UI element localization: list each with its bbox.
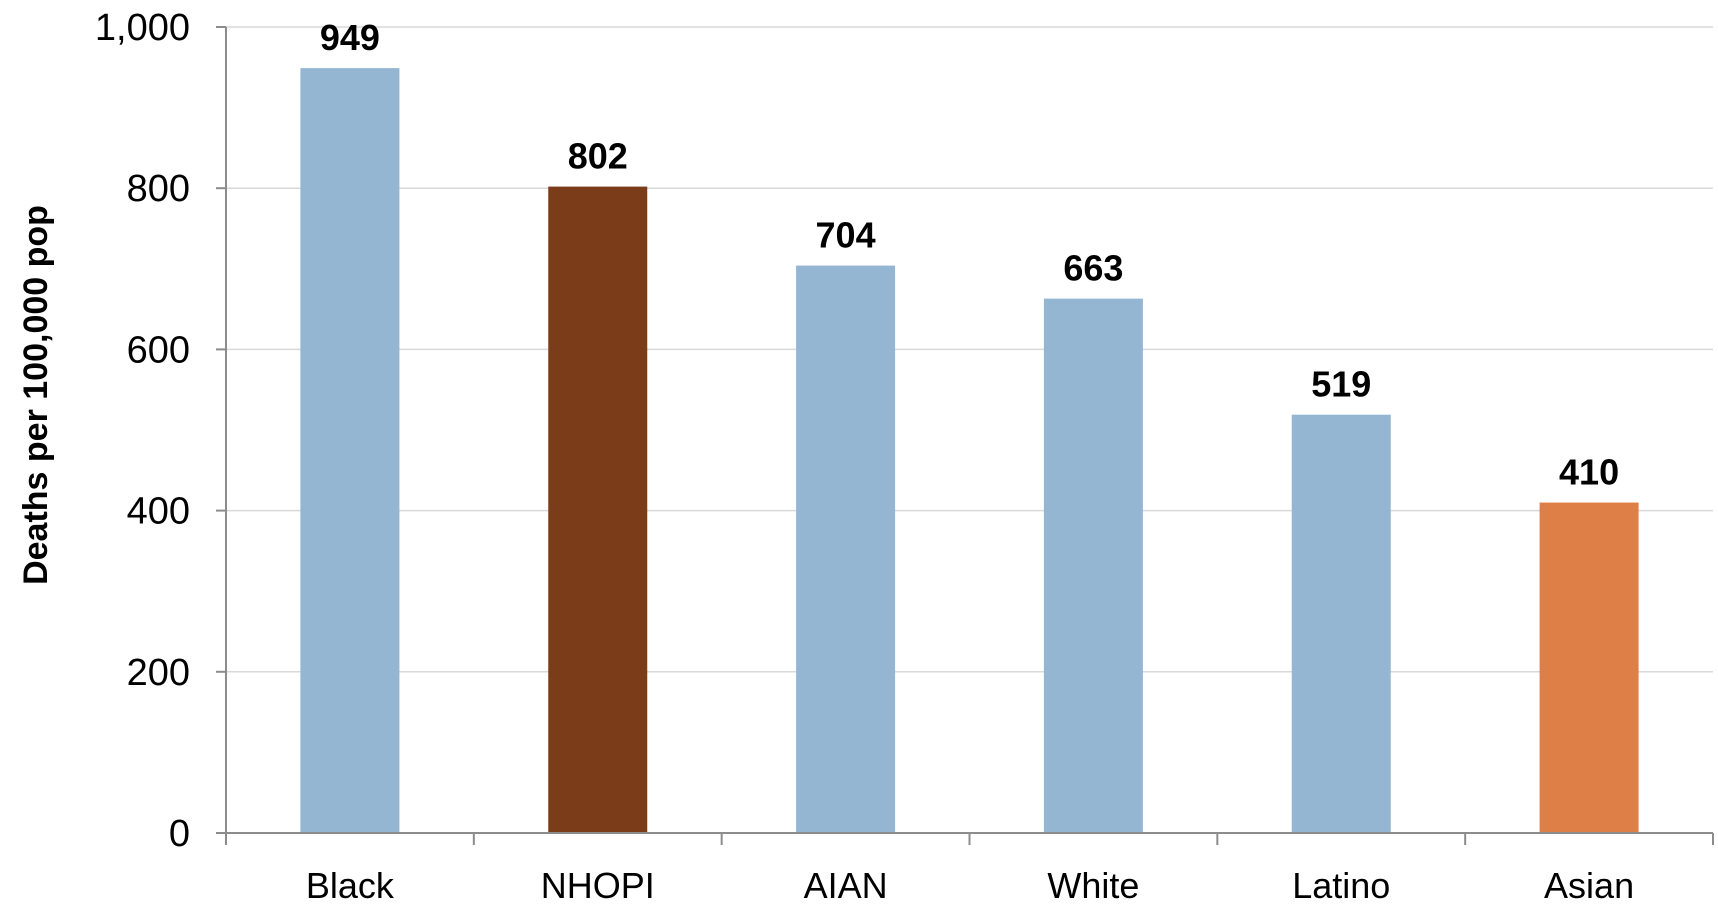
axes — [216, 26, 1714, 845]
bar-white — [1043, 298, 1143, 833]
data-label-asian: 410 — [1559, 452, 1619, 493]
y-tick-label: 1,000 — [95, 7, 190, 49]
y-tick-labels: 0 200 400 600 800 1,000 — [95, 7, 190, 855]
x-tick-label-latino: Latino — [1292, 865, 1390, 904]
x-tick-label-aian: AIAN — [804, 865, 888, 904]
bar-aian — [796, 265, 896, 833]
y-axis-title: Deaths per 100,000 pop — [17, 205, 55, 585]
y-tick-label: 400 — [127, 491, 190, 533]
bar-asian — [1539, 502, 1639, 833]
gridlines — [226, 26, 1713, 673]
x-tick-label-white: White — [1047, 865, 1139, 904]
bar-nhopi — [548, 186, 648, 833]
x-tick-label-black: Black — [306, 865, 395, 904]
y-tick-label: 200 — [127, 652, 190, 694]
x-tick-label-nhopi: NHOPI — [541, 865, 655, 904]
data-label-white: 663 — [1063, 248, 1123, 289]
y-tick-label: 600 — [127, 329, 190, 371]
y-tick-label: 800 — [127, 168, 190, 210]
data-label-aian: 704 — [816, 215, 876, 256]
x-tick-labels: Black NHOPI AIAN White Latino Asian — [306, 865, 1634, 904]
data-label-latino: 519 — [1311, 364, 1371, 405]
y-tick-label: 0 — [169, 813, 190, 855]
data-label-nhopi: 802 — [568, 136, 628, 177]
x-tick-label-asian: Asian — [1544, 865, 1634, 904]
bar-black — [300, 68, 400, 833]
bars — [300, 68, 1639, 833]
data-labels: 949 802 704 663 519 410 — [320, 17, 1619, 492]
data-label-black: 949 — [320, 17, 380, 58]
bar-latino — [1291, 414, 1391, 833]
